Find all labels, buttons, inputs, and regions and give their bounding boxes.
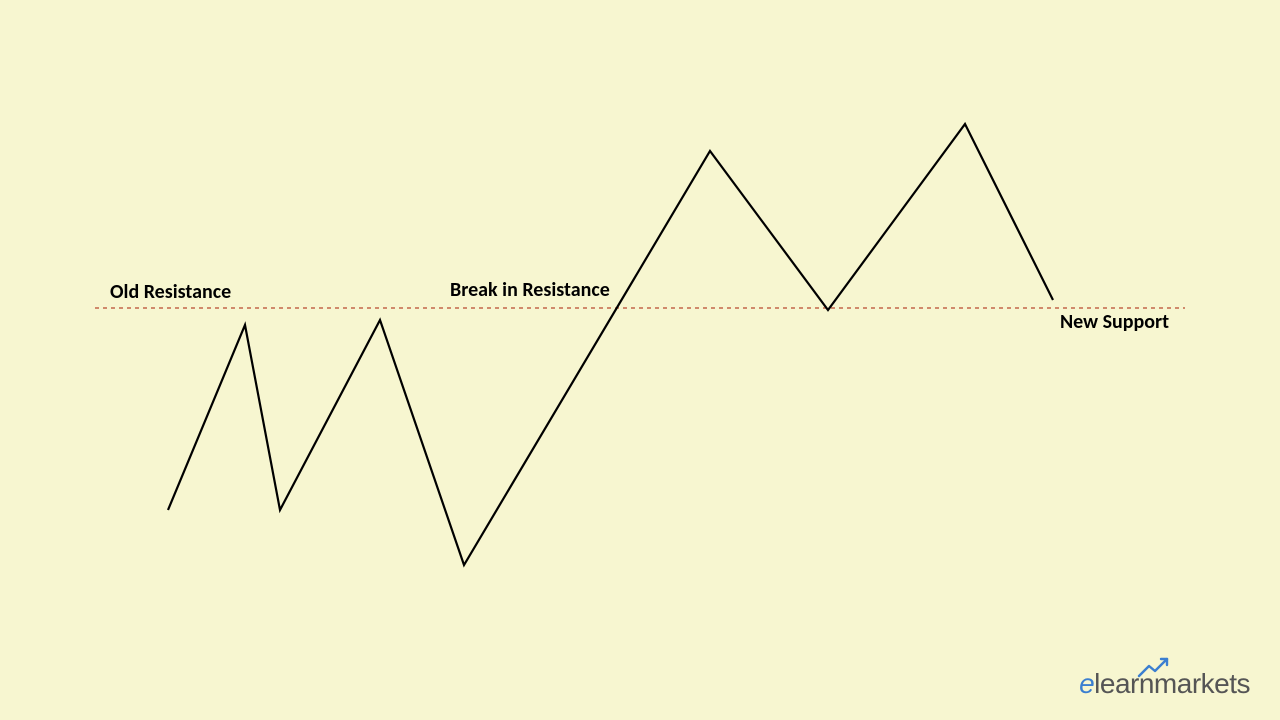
logo-e: e [1079, 668, 1094, 699]
price-polyline [168, 124, 1053, 565]
elearnmarkets-logo: elearnmarkets [1079, 668, 1250, 700]
old-resistance-label: Old Resistance [110, 280, 231, 304]
logo-arrow-icon [1137, 656, 1171, 680]
break-in-resistance-label: Break in Resistance [450, 278, 610, 302]
logo-rest: learnmarkets [1094, 668, 1250, 699]
support-resistance-chart [0, 0, 1280, 720]
new-support-label: New Support [1060, 310, 1169, 334]
